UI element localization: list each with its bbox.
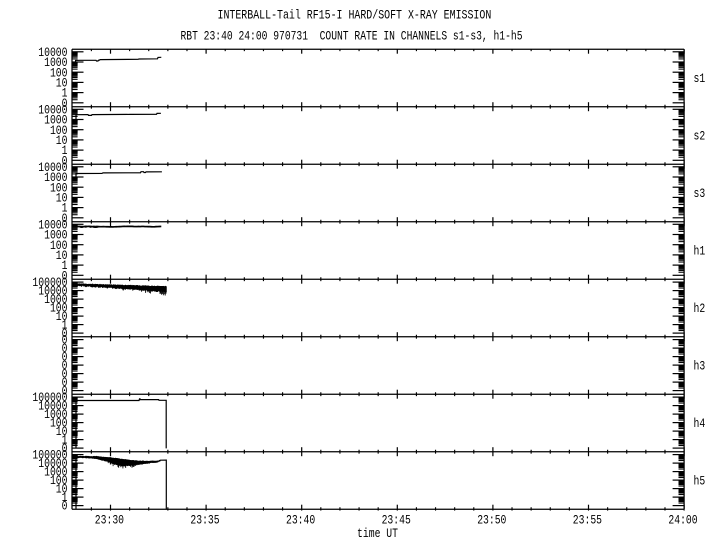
svg-text:10000: 10000 (38, 217, 67, 232)
svg-text:0: 0 (62, 268, 68, 283)
svg-text:100: 100 (50, 473, 68, 488)
svg-text:23:45: 23:45 (382, 512, 411, 527)
svg-text:1: 1 (62, 433, 68, 448)
svg-text:h1: h1 (694, 244, 706, 259)
svg-text:1000: 1000 (44, 228, 67, 243)
svg-text:100000: 100000 (32, 275, 67, 290)
svg-text:time UT: time UT (357, 526, 398, 541)
svg-text:23:50: 23:50 (477, 512, 506, 527)
svg-text:23:30: 23:30 (95, 512, 124, 527)
svg-text:h2: h2 (694, 301, 706, 316)
svg-text:100: 100 (50, 65, 68, 80)
svg-text:1: 1 (62, 258, 68, 273)
svg-text:100000: 100000 (32, 448, 67, 463)
svg-text:1: 1 (62, 490, 68, 505)
svg-text:0: 0 (62, 441, 68, 456)
svg-text:10: 10 (56, 133, 68, 148)
svg-text:0: 0 (62, 375, 68, 390)
svg-text:1: 1 (62, 86, 68, 101)
svg-text:1000: 1000 (44, 407, 67, 422)
svg-text:10: 10 (56, 309, 68, 324)
svg-text:100: 100 (50, 416, 68, 431)
svg-text:10: 10 (56, 191, 68, 206)
svg-text:0: 0 (62, 499, 68, 514)
svg-text:1000: 1000 (44, 465, 67, 480)
svg-text:0: 0 (62, 350, 68, 365)
svg-text:100: 100 (50, 123, 68, 138)
svg-text:1000: 1000 (44, 55, 67, 70)
svg-text:0: 0 (62, 153, 68, 168)
svg-text:10: 10 (56, 482, 68, 497)
svg-text:10000: 10000 (38, 102, 67, 117)
svg-text:0: 0 (62, 341, 68, 356)
svg-text:1000: 1000 (44, 292, 67, 307)
svg-text:23:55: 23:55 (573, 512, 602, 527)
svg-text:23:40: 23:40 (286, 512, 315, 527)
svg-text:1000: 1000 (44, 113, 67, 128)
svg-text:10: 10 (56, 424, 68, 439)
svg-text:23:35: 23:35 (190, 512, 219, 527)
svg-text:1: 1 (62, 318, 68, 333)
svg-text:100: 100 (50, 180, 68, 195)
svg-text:10000: 10000 (38, 456, 67, 471)
svg-text:1: 1 (62, 143, 68, 158)
svg-text:s3: s3 (694, 186, 706, 201)
svg-text:RBT 23:40 24:00 970731 COUNT: RBT 23:40 24:00 970731 COUNT RATE IN CHA… (181, 28, 523, 43)
svg-text:h3: h3 (694, 359, 706, 374)
svg-text:0: 0 (62, 333, 68, 348)
svg-text:24:00: 24:00 (668, 512, 697, 527)
svg-text:10000: 10000 (38, 45, 67, 60)
svg-text:10000: 10000 (38, 284, 67, 299)
svg-text:s2: s2 (694, 129, 706, 144)
svg-text:100: 100 (50, 301, 68, 316)
svg-text:0: 0 (62, 358, 68, 373)
svg-text:INTERBALL-Tail RF15-I HARD/SOF: INTERBALL-Tail RF15-I HARD/SOFT X-RAY EM… (218, 8, 492, 23)
svg-text:1000: 1000 (44, 170, 67, 185)
svg-text:100: 100 (50, 238, 68, 253)
svg-text:0: 0 (62, 367, 68, 382)
svg-text:s1: s1 (694, 71, 706, 86)
svg-text:0: 0 (62, 384, 68, 399)
svg-text:10: 10 (56, 76, 68, 91)
svg-text:h4: h4 (694, 416, 706, 431)
svg-text:h5: h5 (694, 474, 706, 489)
svg-text:10000: 10000 (38, 160, 67, 175)
svg-text:10: 10 (56, 248, 68, 263)
svg-text:0: 0 (62, 326, 68, 341)
svg-text:100000: 100000 (32, 390, 67, 405)
svg-text:0: 0 (62, 211, 68, 226)
svg-text:1: 1 (62, 201, 68, 216)
svg-text:10000: 10000 (38, 399, 67, 414)
svg-text:0: 0 (62, 96, 68, 111)
